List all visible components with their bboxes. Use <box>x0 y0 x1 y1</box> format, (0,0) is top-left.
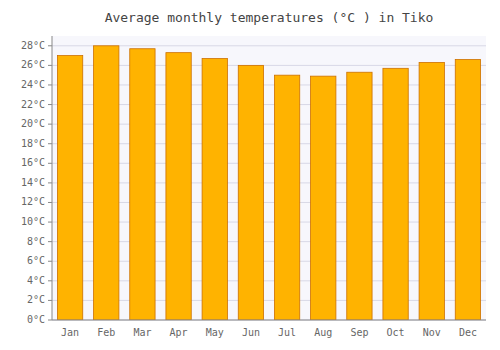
y-tick <box>48 300 52 301</box>
x-axis-line <box>52 320 486 321</box>
title: Average monthly temperatures (°C ) in Ti… <box>105 10 434 25</box>
page: {"chart_data": {"type": "bar", "title": … <box>0 0 500 350</box>
chart: 0°C 2°C 4°C 6°C 8°C 10°C 12°C 14°C 16°C 18°C 20°C 2… <box>0 0 500 350</box>
y-tick-label: 4°C <box>27 275 45 286</box>
y-tick-label: 26°C <box>21 59 45 70</box>
y-tick <box>48 261 52 262</box>
bar <box>383 68 408 320</box>
x-axis: Jan Feb Mar Apr May Jun Jul Aug Sep Oct Nov Dec <box>52 320 486 338</box>
bar <box>274 75 299 320</box>
bar <box>94 46 119 320</box>
bar <box>166 53 191 320</box>
y-tick <box>48 65 52 66</box>
y-tick <box>48 84 52 85</box>
bars <box>57 46 480 320</box>
y-tick <box>48 163 52 164</box>
y-axis-line <box>52 36 53 320</box>
grid-line <box>52 320 486 321</box>
y-tick-label: 14°C <box>21 177 45 188</box>
bar <box>347 72 372 320</box>
y-tick-label: 2°C <box>27 294 45 305</box>
bar <box>238 65 263 320</box>
x-tick-label: Apr <box>170 327 188 338</box>
y-tick-label: 28°C <box>21 40 45 51</box>
y-tick-label: 10°C <box>21 216 45 227</box>
grid <box>52 46 486 320</box>
x-tick-label: Jan <box>61 327 79 338</box>
y-axis: 0°C 2°C 4°C 6°C 8°C 10°C 12°C 14°C 16°C 18°C 20°C 2… <box>21 36 52 325</box>
x-tick-label: Feb <box>97 327 115 338</box>
x-tick-label: May <box>206 327 224 338</box>
y-tick-label: 0°C <box>27 314 45 325</box>
y-tick <box>48 182 52 183</box>
y-tick-label: 8°C <box>27 236 45 247</box>
y-tick <box>48 104 52 105</box>
y-tick <box>48 280 52 281</box>
y-tick <box>48 202 52 203</box>
bar <box>57 56 82 320</box>
y-tick-label: 22°C <box>21 99 45 110</box>
bar <box>130 49 155 320</box>
bar <box>455 60 480 320</box>
x-tick-label: Oct <box>387 327 405 338</box>
y-tick <box>48 241 52 242</box>
y-tick <box>48 45 52 46</box>
x-tick-label: Dec <box>459 327 477 338</box>
x-tick-label: Mar <box>133 327 151 338</box>
y-tick-label: 18°C <box>21 138 45 149</box>
y-tick <box>48 124 52 125</box>
y-tick-label: 24°C <box>21 79 45 90</box>
y-tick <box>48 222 52 223</box>
y-tick-label: 20°C <box>21 118 45 129</box>
plot-area <box>52 36 486 320</box>
x-tick-label: Jul <box>278 327 296 338</box>
x-tick-label: Aug <box>314 327 332 338</box>
y-tick-label: 6°C <box>27 255 45 266</box>
y-tick-label: 12°C <box>21 196 45 207</box>
bar <box>202 59 227 320</box>
x-tick-label: Jun <box>242 327 260 338</box>
bar <box>419 62 444 320</box>
bar <box>311 76 336 320</box>
y-tick <box>48 320 52 321</box>
x-tick-label: Nov <box>423 327 441 338</box>
x-tick-label: Sep <box>350 327 368 338</box>
y-tick <box>48 143 52 144</box>
y-tick-label: 16°C <box>21 157 45 168</box>
